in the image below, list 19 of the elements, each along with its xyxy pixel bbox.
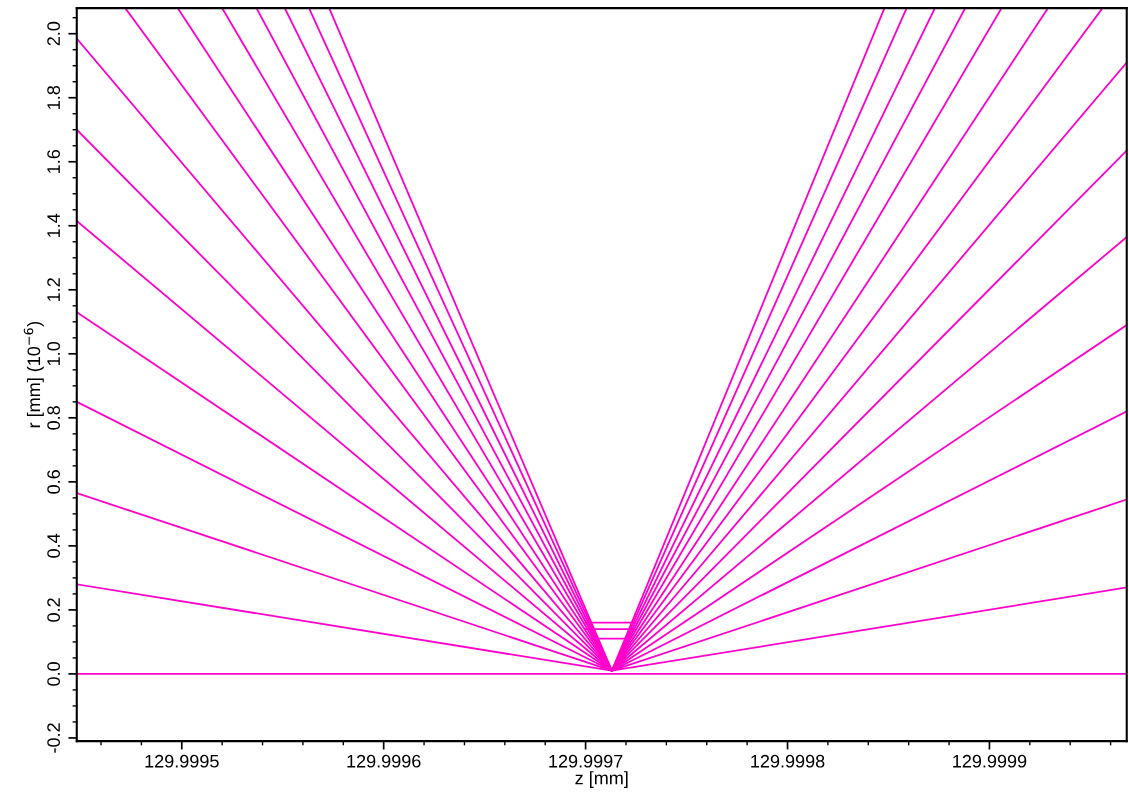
x-tick-label: 129.9995 (145, 754, 219, 768)
y-tick-label: 1.6 (47, 150, 61, 173)
x-axis-title: z [mm] (575, 771, 628, 789)
y-axis-title: r [mm] (10$^{−6}$) (23, 321, 44, 428)
y-tick-label: 0.4 (47, 533, 61, 558)
x-tick-label: 129.9997 (549, 754, 623, 768)
y-tick-label: 1.4 (47, 213, 60, 237)
x-tick-label: 129.9999 (953, 754, 1027, 768)
y-tick-label: 2.0 (47, 21, 61, 46)
y-tick-label: 0.2 (47, 598, 61, 622)
y-tick-label: 0.8 (47, 406, 61, 430)
x-tick-label: 129.9998 (751, 754, 825, 768)
y-tick-label: 0.0 (47, 662, 61, 686)
y-tick-label: 1.0 (47, 341, 61, 365)
x-tick-label: 129.9996 (347, 754, 421, 768)
y-tick-label: -0.2 (47, 723, 61, 753)
y-tick-label: 0.6 (47, 470, 61, 494)
y-tick-label: 1.2 (47, 278, 60, 301)
y-tick-label: 1.8 (47, 85, 61, 109)
